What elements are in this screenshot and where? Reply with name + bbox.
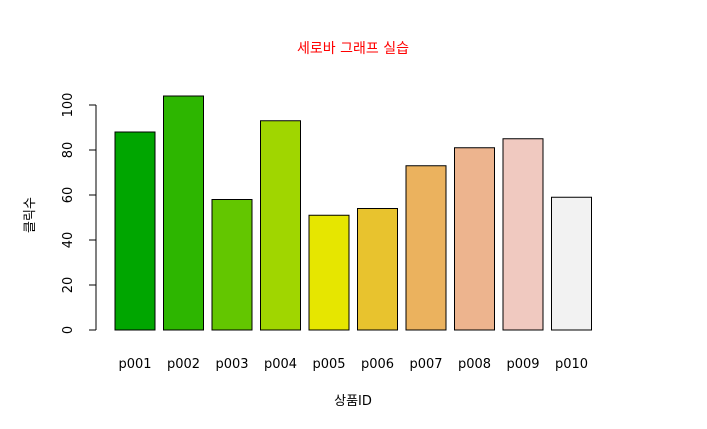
x-tick-label-p009: p009 [506, 357, 539, 372]
bar-p001 [114, 131, 156, 331]
bar-p008 [454, 147, 495, 331]
x-tick-label-p004: p004 [264, 357, 297, 372]
x-tick-label-p005: p005 [312, 357, 345, 372]
y-axis-label: 클릭수 [23, 197, 38, 233]
x-tick-labels: p001 p002 p003 p004 p005 p006 p007 p008 p009 p010 [118, 357, 588, 372]
bar-p003 [211, 199, 253, 331]
bars-group [114, 95, 592, 331]
x-axis-label: 상품ID [334, 394, 372, 409]
bar-p009 [502, 138, 544, 331]
y-tick-label-20: 20 [61, 277, 76, 294]
y-axis: 0 20 40 60 80 100 [61, 93, 97, 334]
y-tick-label-60: 60 [61, 187, 76, 204]
x-tick-label-p010: p010 [555, 357, 588, 372]
y-tick-label-0: 0 [61, 326, 76, 334]
x-tick-label-p006: p006 [361, 357, 394, 372]
bar-p002 [163, 95, 204, 331]
y-tick-label-100: 100 [61, 93, 76, 118]
chart-title: 세로바 그래프 실습 [297, 41, 409, 57]
x-tick-label-p002: p002 [167, 357, 200, 372]
y-tick-label-80: 80 [61, 142, 76, 159]
x-tick-label-p007: p007 [409, 357, 442, 372]
x-tick-label-p003: p003 [215, 357, 248, 372]
bar-p007 [405, 165, 447, 331]
x-tick-label-p001: p001 [118, 357, 151, 372]
bar-p004 [260, 120, 301, 331]
bar-p005 [308, 214, 350, 331]
bar-p010 [551, 196, 592, 331]
bar-p006 [357, 208, 398, 331]
x-tick-label-p008: p008 [458, 357, 491, 372]
y-tick-label-40: 40 [61, 232, 76, 249]
